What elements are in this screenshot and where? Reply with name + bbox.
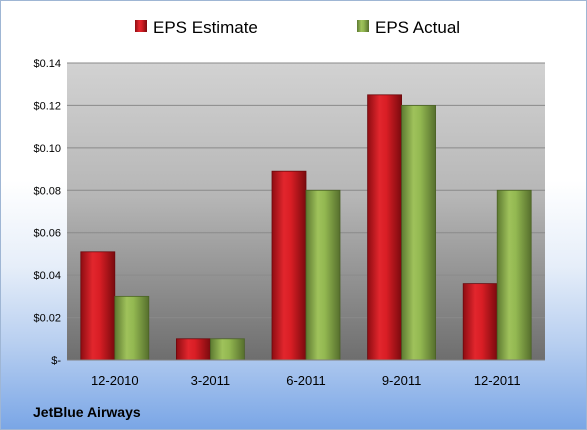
bar-estimate — [367, 94, 403, 361]
y-tick-label: $0.10 — [33, 143, 61, 155]
bar-actual — [401, 105, 437, 361]
y-tick-label: $0.04 — [33, 270, 61, 282]
bar-estimate — [462, 283, 498, 361]
y-tick-label: $0.14 — [33, 58, 61, 70]
legend-swatch-estimate — [135, 20, 147, 32]
x-tick-label: 9-2011 — [382, 373, 422, 388]
x-tick-label: 12-2011 — [474, 373, 521, 388]
bar-estimate — [271, 170, 307, 361]
y-tick-label: $0.06 — [33, 228, 61, 240]
y-axis-ticks: $- $0.02 $0.04 $0.06 $0.08 $0.10 $0.12 $0.14 — [33, 58, 61, 367]
x-axis-ticks: 12-2010 3-2011 6-2011 9-2011 12-2011 — [91, 373, 521, 388]
bars — [80, 94, 532, 361]
legend-item-actual: EPS Actual — [357, 18, 460, 37]
bar-estimate — [80, 251, 116, 361]
x-tick-label: 3-2011 — [191, 373, 231, 388]
legend: EPS Estimate EPS Actual — [135, 18, 460, 37]
legend-item-estimate: EPS Estimate — [135, 18, 258, 37]
x-tick-label: 12-2010 — [91, 373, 139, 388]
x-tick-label: 6-2011 — [286, 373, 326, 388]
bar-estimate — [175, 338, 211, 361]
y-tick-label: $0.02 — [33, 313, 61, 325]
bar-actual — [496, 189, 532, 361]
y-tick-label: $0.08 — [33, 185, 61, 197]
legend-swatch-actual — [357, 20, 369, 32]
legend-label-estimate: EPS Estimate — [153, 18, 258, 37]
legend-label-actual: EPS Actual — [375, 18, 460, 37]
y-tick-label: $0.12 — [33, 100, 61, 112]
company-label: JetBlue Airways — [33, 404, 141, 420]
y-tick-label: $- — [51, 355, 61, 367]
bar-actual — [305, 189, 341, 361]
bar-actual — [114, 295, 150, 361]
bar-actual — [209, 338, 245, 361]
